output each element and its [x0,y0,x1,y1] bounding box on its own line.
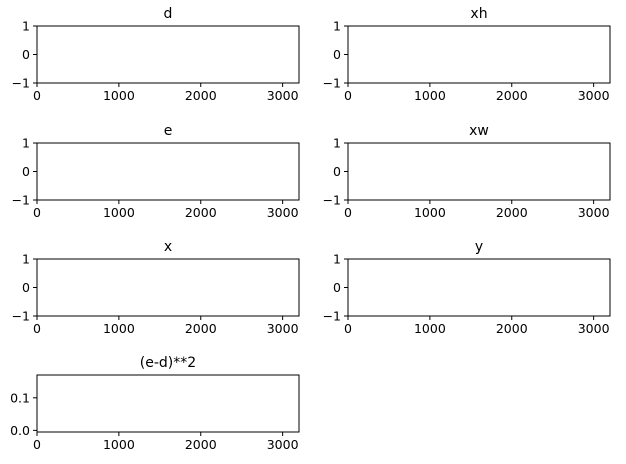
x-tick-label: 1000 [103,321,135,336]
axes-frame [36,374,300,433]
x-tick-label: 3000 [267,205,299,220]
x-tick-label: 2000 [496,88,528,103]
x-tick-label: 2000 [185,88,217,103]
x-tick-label: 2000 [185,321,217,336]
y-tick-label: 0.1 [10,390,30,405]
subplot-title: y [475,239,483,255]
subplot-title: xh [470,6,487,22]
y-tick-label: −1 [12,76,30,91]
y-tick-label: 1 [22,252,30,267]
y-tick-label: 1 [333,136,341,151]
x-tick-label: 1000 [103,437,135,452]
y-tick-label: −1 [12,193,30,208]
x-tick-label: 1000 [414,88,446,103]
x-tick-label: 2000 [185,205,217,220]
x-tick-label: 2000 [496,205,528,220]
y-tick-label: −1 [323,309,341,324]
x-tick-label: 0 [33,437,41,452]
y-tick-label: 0 [22,164,30,179]
x-tick-label: 3000 [267,437,299,452]
y-tick-label: 0 [333,47,341,62]
x-tick-label: 3000 [267,88,299,103]
x-tick-label: 0 [344,205,352,220]
axes-frame [347,258,611,317]
x-tick-label: 0 [344,321,352,336]
y-tick-label: 1 [333,19,341,34]
x-tick-label: 3000 [578,88,610,103]
axes-frame [36,142,300,201]
y-tick-label: 0 [333,280,341,295]
x-tick-label: 1000 [103,88,135,103]
subplot-title: d [164,6,173,22]
subplot-err: 0 1000 2000 3000 0.0 0.1 (e-d)**2 [10,355,300,452]
x-tick-label: 0 [344,88,352,103]
subplot-title: x [164,239,172,255]
y-tick-label: −1 [323,76,341,91]
y-tick-label: 1 [333,252,341,267]
x-tick-label: 0 [33,88,41,103]
x-tick-label: 2000 [185,437,217,452]
x-tick-label: 3000 [578,205,610,220]
x-tick-label: 0 [33,321,41,336]
x-tick-label: 3000 [267,321,299,336]
y-tick-label: 0 [333,164,341,179]
axes-frame [36,25,300,84]
axes-frame [347,142,611,201]
y-tick-label: −1 [323,193,341,208]
x-tick-label: 1000 [414,205,446,220]
axes-frame [36,258,300,317]
x-tick-label: 1000 [414,321,446,336]
x-tick-label: 2000 [496,321,528,336]
y-tick-label: 0.0 [10,423,30,438]
x-tick-label: 0 [33,205,41,220]
subplot-title: xw [469,123,489,139]
axes-frame [347,25,611,84]
subplot-title: e [164,123,173,139]
subplot-title: (e-d)**2 [140,355,196,371]
y-tick-label: 0 [22,280,30,295]
y-tick-label: 1 [22,136,30,151]
x-tick-label: 1000 [103,205,135,220]
y-tick-label: 0 [22,47,30,62]
x-tick-label: 3000 [578,321,610,336]
y-tick-label: −1 [12,309,30,324]
y-tick-label: 1 [22,19,30,34]
